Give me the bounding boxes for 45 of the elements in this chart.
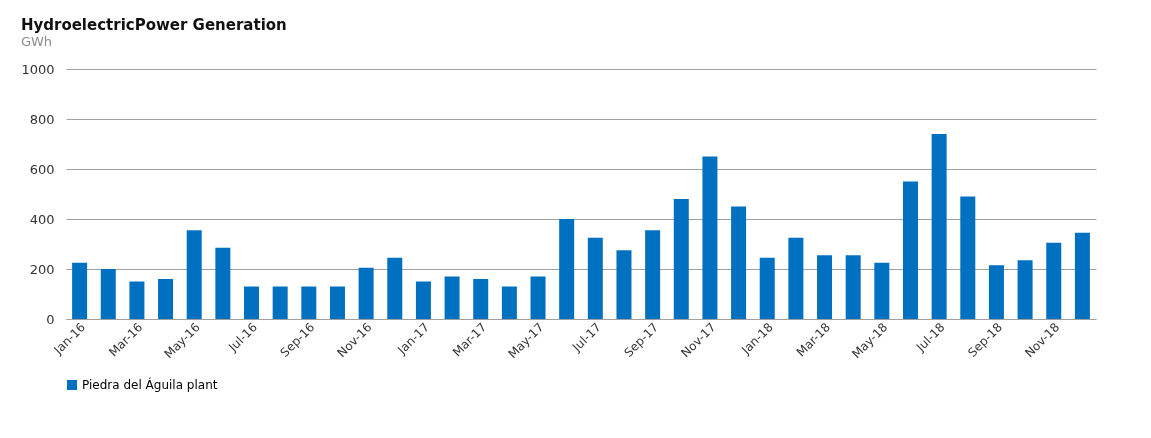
bar [415, 281, 431, 319]
bar [817, 255, 833, 319]
bar [587, 237, 603, 319]
bar [272, 286, 288, 319]
bar [1046, 242, 1062, 319]
bar [702, 156, 718, 319]
bar [988, 265, 1004, 319]
bar [759, 257, 775, 319]
bar [444, 276, 460, 319]
y-tick-label: 400 [29, 211, 55, 227]
bar [788, 237, 804, 319]
bar [960, 196, 976, 319]
bar [645, 230, 661, 319]
bar [501, 286, 517, 319]
chart-title: HydroelectricPower Generation [20, 16, 287, 34]
y-tick-label: 1000 [21, 61, 55, 77]
bar [874, 262, 890, 319]
bar [215, 247, 231, 319]
y-tick-label: 0 [46, 311, 55, 327]
bar [387, 257, 403, 319]
bar [100, 269, 116, 319]
legend-label: Piedra del Águila plant [82, 377, 218, 392]
bar [530, 276, 546, 319]
bar [1017, 260, 1033, 319]
y-tick-label: 600 [29, 161, 55, 177]
y-tick-label: 200 [29, 261, 55, 277]
bar [559, 219, 575, 319]
y-tick-label: 800 [29, 111, 55, 127]
bar [158, 279, 174, 319]
bar [673, 199, 689, 319]
bar [931, 134, 947, 319]
bar [473, 279, 489, 319]
bar [329, 286, 345, 319]
bar [129, 281, 145, 319]
bar [731, 206, 747, 319]
bar [1074, 232, 1090, 319]
bar [616, 250, 632, 319]
bar [186, 230, 202, 319]
bar [845, 255, 861, 319]
bar [902, 181, 918, 319]
bar [358, 267, 374, 319]
bar [301, 286, 317, 319]
bar [244, 286, 260, 319]
chart-subtitle: GWh [20, 34, 53, 49]
bar [72, 262, 88, 319]
